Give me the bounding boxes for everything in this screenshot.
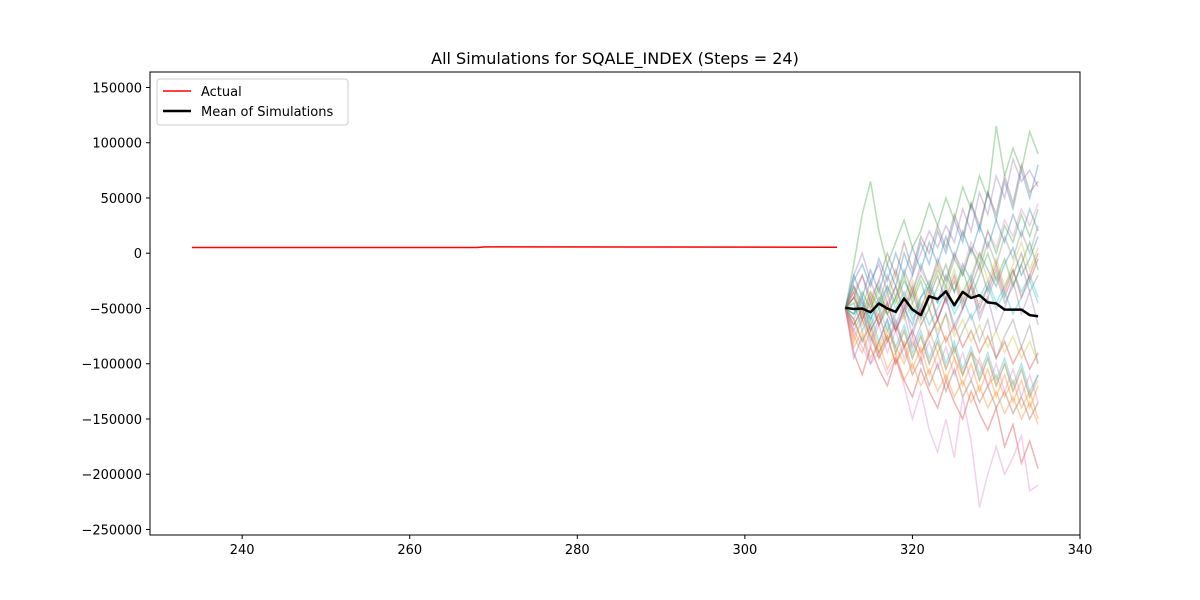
y-tick-label: −150000 (81, 413, 142, 428)
simulation-run-line (844, 306, 1039, 372)
legend-label-actual: Actual (201, 85, 242, 100)
simulation-run-line (844, 239, 1039, 322)
simulation-run-line (844, 278, 1039, 333)
y-tick-label: 150000 (92, 81, 142, 96)
y-tick-label: −250000 (81, 523, 142, 538)
simulation-run-line (844, 203, 1039, 311)
simulation-run-line (844, 236, 1039, 333)
x-tick-label: 260 (397, 543, 422, 558)
chart-title: All Simulations for SQALE_INDEX (Steps =… (431, 49, 799, 69)
simulation-run-line (844, 156, 1039, 309)
simulation-run-line (844, 308, 1039, 469)
y-axis-ticks: 150000 100000 50000 0 −50000 −100000 −150000 −2… (81, 81, 150, 538)
simulation-run-line (844, 250, 1039, 327)
y-tick-label: 0 (134, 247, 142, 262)
simulation-run-line (844, 261, 1039, 361)
x-tick-label: 300 (732, 543, 757, 558)
simulation-run-line (844, 161, 1039, 309)
x-tick-label: 340 (1068, 543, 1093, 558)
y-tick-label: 50000 (101, 192, 142, 207)
simulation-run-line (844, 308, 1039, 403)
series-lines (191, 246, 1039, 318)
y-tick-label: −100000 (81, 358, 142, 373)
legend: Actual Mean of Simulations (156, 78, 349, 126)
x-tick-label: 240 (230, 543, 255, 558)
simulation-run-line (844, 308, 1039, 425)
simulation-run-line (844, 308, 1039, 420)
simulation-run-line (844, 164, 1039, 309)
legend-box (156, 78, 349, 126)
simulation-run-line (844, 308, 1039, 411)
simulation-run-line (844, 301, 1039, 394)
series-line-mean (845, 290, 1039, 318)
y-tick-label: −200000 (81, 468, 142, 483)
simulation-run-line (844, 308, 1039, 421)
legend-label-mean: Mean of Simulations (201, 105, 333, 120)
simulation-run-line (844, 300, 1039, 364)
simulation-run-line (844, 278, 1039, 339)
simulation-run-line (844, 125, 1039, 309)
simulation-run-line (844, 308, 1039, 508)
simulation-run-line (844, 252, 1039, 333)
x-tick-label: 280 (565, 543, 590, 558)
series-line-actual (191, 246, 838, 249)
y-tick-label: −50000 (90, 302, 142, 317)
x-axis-ticks: 240 260 280 300 320 340 (230, 535, 1093, 558)
simulation-run-line (844, 290, 1039, 364)
simulation-run-line (844, 225, 1039, 311)
simulation-run-line (844, 206, 1039, 309)
plot-frame (149, 71, 1081, 536)
x-tick-label: 320 (900, 543, 925, 558)
simulation-run-line (844, 308, 1039, 400)
simulation-run-line (844, 308, 1039, 399)
y-tick-label: 100000 (92, 137, 142, 152)
simulation-run-line (844, 239, 1039, 317)
